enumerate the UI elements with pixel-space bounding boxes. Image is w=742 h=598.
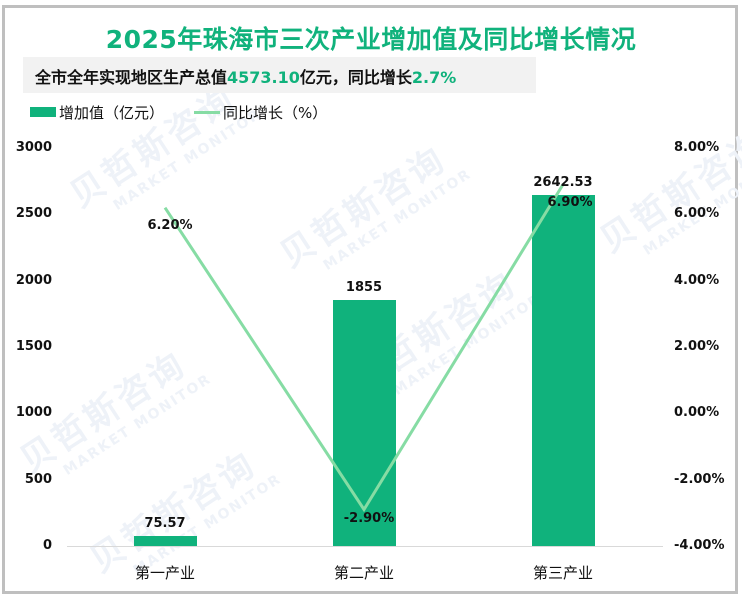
line-value-label: -2.90% bbox=[343, 511, 395, 526]
bar-value-label: 75.57 bbox=[144, 515, 186, 531]
subtitle-prefix: 全市全年实现地区生产总值 bbox=[35, 68, 228, 87]
left-axis-tick: 1500 bbox=[15, 339, 52, 354]
left-axis-tick: 0 bbox=[42, 538, 52, 553]
left-axis-tick: 500 bbox=[24, 472, 52, 487]
left-axis-tick: 3000 bbox=[15, 140, 52, 155]
x-axis-baseline bbox=[67, 546, 663, 547]
subtitle-box bbox=[23, 57, 536, 93]
line-value-label: 6.90% bbox=[547, 195, 593, 210]
line-swatch-icon bbox=[194, 110, 221, 114]
subtitle-middle: 亿元，同比增长 bbox=[299, 68, 412, 87]
right-axis-tick: 4.00% bbox=[674, 273, 720, 288]
category-label: 第一产业 bbox=[134, 564, 196, 582]
chart-subtitle: 全市全年实现地区生产总值4573.10亿元，同比增长2.7% bbox=[35, 64, 456, 88]
category-label: 第二产业 bbox=[333, 564, 395, 582]
bar-value-label: 2642.53 bbox=[533, 175, 593, 191]
right-axis-tick: 6.00% bbox=[674, 206, 720, 221]
right-axis-tick: 0.00% bbox=[674, 405, 720, 420]
right-axis-tick: -4.00% bbox=[674, 538, 725, 553]
bar-tertiary-industry[interactable] bbox=[531, 195, 595, 546]
legend: 增加值（亿元） 同比增长（%） bbox=[30, 101, 357, 123]
legend-item-line[interactable]: 同比增长（%） bbox=[194, 102, 327, 123]
left-axis-tick: 2000 bbox=[15, 273, 52, 288]
legend-line-label: 同比增长（%） bbox=[223, 103, 328, 122]
subtitle-gdp-value: 4573.10 bbox=[227, 68, 300, 87]
chart-title: 2025年珠海市三次产业增加值及同比增长情况 bbox=[105, 25, 637, 54]
right-axis-tick: 8.00% bbox=[674, 140, 720, 155]
bar-secondary-industry[interactable] bbox=[332, 299, 396, 546]
right-axis-tick: -2.00% bbox=[674, 472, 725, 487]
left-axis-tick: 2500 bbox=[15, 206, 52, 221]
legend-bar-label: 增加值（亿元） bbox=[59, 103, 165, 122]
growth-line[interactable] bbox=[163, 183, 565, 513]
left-axis-tick: 1000 bbox=[15, 405, 52, 420]
subtitle-growth-value: 2.7% bbox=[411, 68, 457, 87]
category-label: 第三产业 bbox=[532, 564, 594, 582]
bar-swatch-icon bbox=[30, 107, 56, 117]
right-axis-tick: 2.00% bbox=[674, 339, 720, 354]
line-value-label: 6.20% bbox=[147, 218, 193, 233]
bar-value-label: 1855 bbox=[345, 279, 383, 295]
legend-item-bar[interactable]: 增加值（亿元） bbox=[30, 102, 164, 123]
bar-primary-industry[interactable] bbox=[133, 535, 197, 546]
